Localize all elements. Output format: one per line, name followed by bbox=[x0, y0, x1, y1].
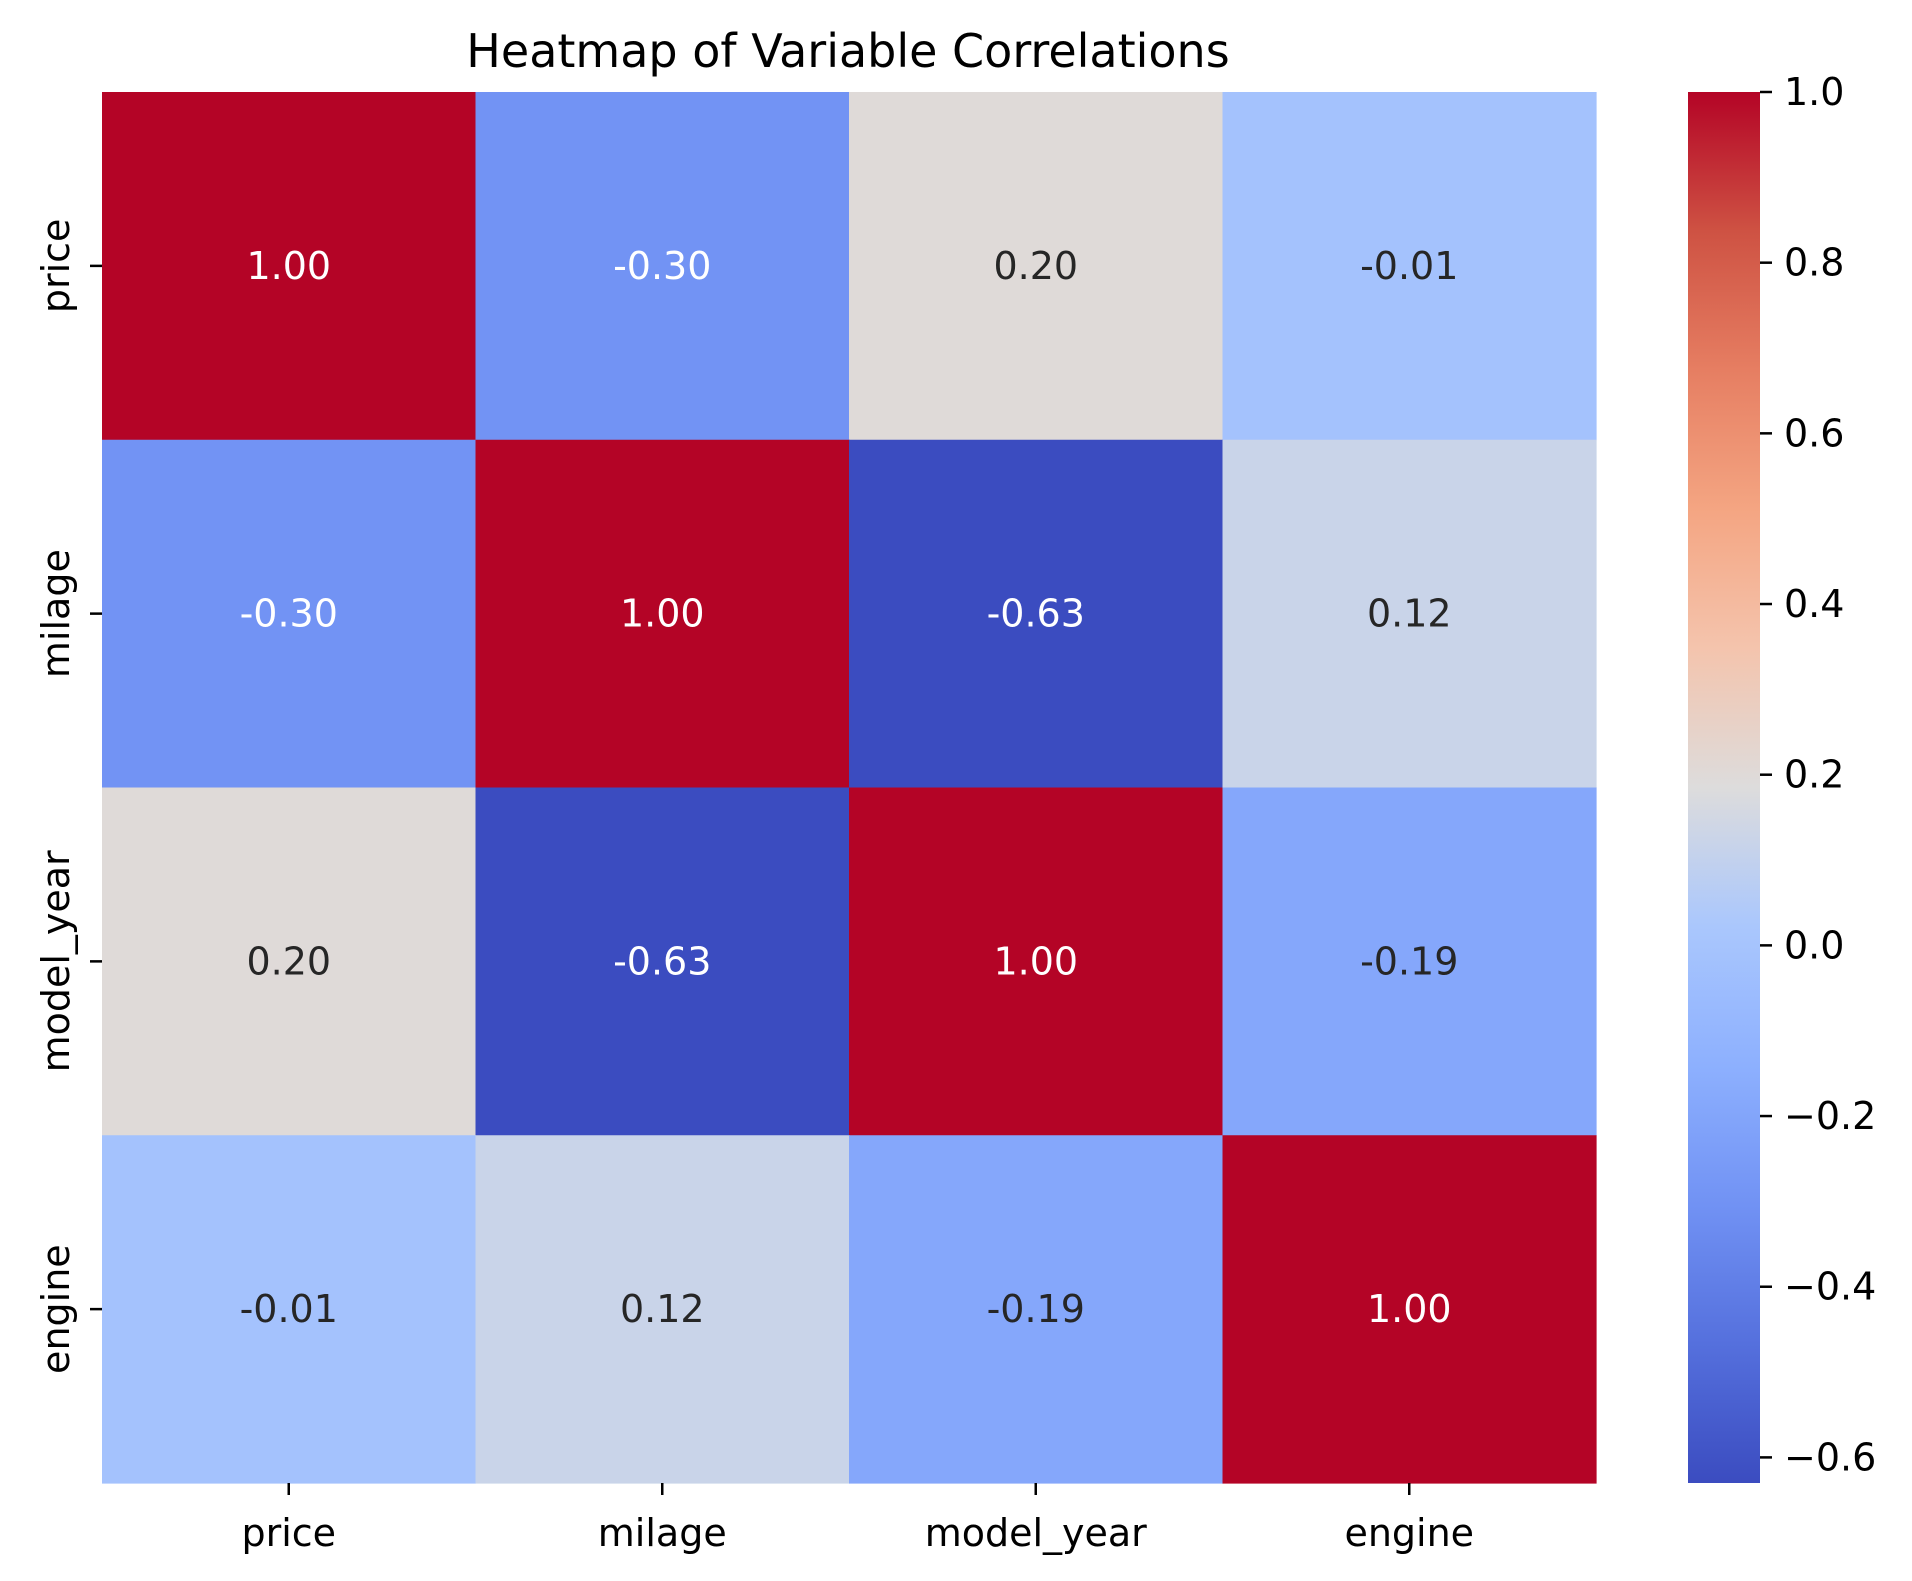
heatmap-cell-engine-model_year bbox=[849, 1135, 1224, 1484]
colorbar-tick-label: 0.2 bbox=[1784, 753, 1844, 797]
heatmap-cell-model_year-model_year bbox=[849, 787, 1224, 1136]
colorbar: 1.0 0.8 0.6 0.4 0.2 0.0 −0.2 −0.4 −0.6 bbox=[1688, 70, 1876, 1483]
cell-annotation: 0.20 bbox=[246, 939, 331, 983]
cell-annotation: -0.01 bbox=[1360, 244, 1458, 288]
cell-annotation: -0.19 bbox=[987, 1287, 1085, 1331]
colorbar-tick-label: 0.6 bbox=[1784, 411, 1844, 455]
cell-annotation: 1.00 bbox=[246, 244, 331, 288]
heatmap-cell-engine-price bbox=[102, 1135, 477, 1484]
heatmap-cell-milage-engine bbox=[1222, 439, 1597, 789]
cell-annotations: 1.00 -0.30 0.20 -0.01 -0.30 1.00 -0.63 0.12 0.20… bbox=[240, 244, 1459, 1331]
cell-annotation: 0.12 bbox=[1367, 592, 1452, 636]
chart-title: Heatmap of Variable Correlations bbox=[466, 24, 1229, 78]
cell-annotation: -0.30 bbox=[613, 244, 711, 288]
heatmap-cell-price-engine bbox=[1222, 92, 1597, 441]
heatmap-cell-price-model_year bbox=[849, 92, 1224, 441]
heatmap-cell-milage-model_year bbox=[849, 439, 1224, 789]
colorbar-tick-label: −0.2 bbox=[1784, 1094, 1876, 1138]
heatmap-cell-model_year-engine bbox=[1222, 787, 1597, 1136]
heatmap-cell-price-price bbox=[102, 92, 477, 441]
x-tick-label-model_year: model_year bbox=[925, 1511, 1147, 1555]
x-tick-label-engine: engine bbox=[1344, 1511, 1474, 1555]
heatmap-cells bbox=[102, 92, 1597, 1484]
x-axis: price milage model_year engine bbox=[241, 1483, 1474, 1555]
colorbar-tick-label: 0.8 bbox=[1784, 241, 1844, 285]
cell-annotation: -0.63 bbox=[613, 939, 711, 983]
heatmap-cell-engine-engine bbox=[1222, 1135, 1597, 1484]
heatmap-cell-model_year-milage bbox=[475, 787, 850, 1136]
colorbar-tick-label: 0.0 bbox=[1784, 923, 1844, 967]
y-tick-label-engine: engine bbox=[34, 1244, 78, 1374]
heatmap-cell-engine-milage bbox=[475, 1135, 850, 1484]
y-tick-label-milage: milage bbox=[34, 549, 78, 678]
cell-annotation: -0.01 bbox=[240, 1287, 338, 1331]
colorbar-gradient bbox=[1688, 92, 1760, 1483]
heatmap-cell-price-milage bbox=[475, 92, 850, 441]
cell-annotation: 1.00 bbox=[620, 592, 705, 636]
cell-annotation: -0.30 bbox=[240, 592, 338, 636]
heatmap-cell-milage-price bbox=[102, 439, 477, 789]
cell-annotation: 0.20 bbox=[993, 244, 1078, 288]
y-tick-label-model_year: model_year bbox=[34, 850, 78, 1072]
cell-annotation: -0.19 bbox=[1360, 939, 1458, 983]
cell-annotation: 0.12 bbox=[620, 1287, 705, 1331]
x-tick-label-price: price bbox=[241, 1511, 336, 1555]
colorbar-tick-label: −0.6 bbox=[1784, 1435, 1876, 1479]
x-tick-label-milage: milage bbox=[598, 1511, 727, 1555]
colorbar-tick-label: −0.4 bbox=[1784, 1265, 1876, 1309]
cell-annotation: 1.00 bbox=[993, 939, 1078, 983]
cell-annotation: -0.63 bbox=[987, 592, 1085, 636]
y-tick-label-price: price bbox=[34, 219, 78, 314]
colorbar-tick-label: 1.0 bbox=[1784, 70, 1844, 114]
heatmap-cell-milage-milage bbox=[475, 439, 850, 789]
heatmap-cell-model_year-price bbox=[102, 787, 477, 1136]
cell-annotation: 1.00 bbox=[1367, 1287, 1452, 1331]
colorbar-tick-label: 0.4 bbox=[1784, 582, 1844, 626]
